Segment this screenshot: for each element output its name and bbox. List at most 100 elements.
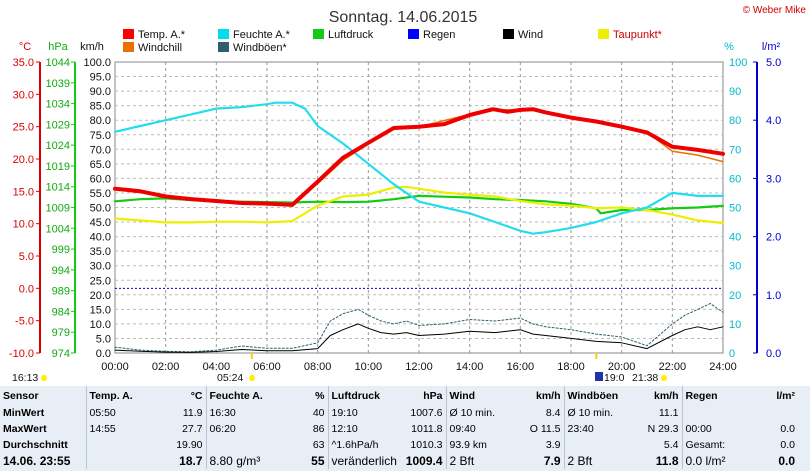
humidity-tick-label: 50 [729, 203, 741, 215]
stats-cell: 55 [311, 454, 325, 468]
wind-tick-label: 10.0 [90, 319, 111, 331]
stats-cell [744, 405, 798, 421]
stats-row: 14.06. 23:55 18.7 8.80 g/m³ 55 veränderlich 1… [0, 453, 798, 469]
sunset-label: 19:0 [604, 372, 625, 384]
series-line-feuchte-a [113, 101, 725, 235]
header-temp: Temp. A. [85, 386, 146, 405]
header-rain-unit: l/m² [776, 389, 795, 402]
time-tick-label: 08:00 [304, 361, 332, 373]
stats-cell: 09:40 [445, 421, 512, 437]
temp-tick-label: 5.0 [19, 251, 34, 263]
legend-label: Wind [518, 29, 543, 41]
pressure-tick-label: 1014 [46, 182, 70, 194]
stats-cell: 14:55 [85, 421, 146, 437]
legend-label: Windböen* [233, 42, 288, 54]
stats-header-row: Sensor Temp. A. °C Feuchte A. % Luftdruc… [0, 386, 798, 405]
temp-tick-label: 25.0 [13, 122, 34, 134]
time-tick-label: 24:00 [709, 361, 737, 373]
wind-tick-label: 20.0 [90, 290, 111, 302]
time-tick-label: 10:00 [355, 361, 383, 373]
stats-cell: Ø 10 min. [445, 405, 512, 421]
wind-tick-label: 95.0 [90, 72, 111, 84]
humidity-tick-label: 0 [729, 348, 735, 360]
stats-cell [85, 453, 146, 469]
pressure-tick-label: 984 [52, 306, 70, 318]
stats-row-label: Durchschnitt [3, 439, 68, 451]
rain-tick-label: 1.0 [766, 290, 781, 302]
stats-table: Sensor Temp. A. °C Feuchte A. % Luftdruc… [0, 386, 810, 471]
stats-cell: 1009.4 [405, 454, 443, 468]
stats-cell: O 11.5 [529, 423, 561, 435]
legend-label: Windchill [138, 42, 182, 54]
pressure-tick-label: 999 [52, 244, 70, 256]
legend-swatch [123, 42, 134, 52]
stats-cell: 63 [312, 439, 325, 451]
series-line-windb-en [114, 303, 724, 353]
legend-label: Feuchte A.* [233, 29, 291, 41]
stats-cell: 7.9 [543, 454, 561, 468]
stats-cell: 86 [312, 423, 325, 435]
pressure-tick-label: 994 [52, 265, 70, 277]
stats-cell: 00:00 [681, 421, 744, 437]
stats-cell: 11.1 [658, 407, 679, 419]
pressure-tick-label: 974 [52, 348, 70, 360]
chart-legend: Temp. A.*Windchill Feuchte A.*Windböen* Lu… [123, 29, 663, 54]
stats-cell: Ø 10 min. [563, 405, 630, 421]
series-line-temp-a [113, 107, 725, 207]
stats-cell: 1007.6 [410, 407, 443, 419]
humidity-axis-unit: % [724, 41, 734, 53]
wind-tick-label: 30.0 [90, 261, 111, 273]
legend-swatch [218, 42, 229, 52]
rain-tick-label: 0.0 [766, 348, 781, 360]
temp-tick-label: 30.0 [13, 89, 34, 101]
stats-cell: veränderlich [327, 453, 398, 469]
series-line-wind [114, 323, 724, 353]
stats-cell: 06:20 [205, 421, 274, 437]
time-tick-label: 12:00 [405, 361, 433, 373]
wind-tick-label: 5.0 [96, 333, 111, 345]
stats-cell: 11.9 [182, 407, 203, 419]
header-gust-unit: km/h [653, 389, 679, 402]
stats-cell: 2 Bft [445, 453, 512, 469]
stats-cell: 0.0 [780, 423, 795, 435]
time-tick-label: 18:00 [557, 361, 585, 373]
chart-series [113, 101, 725, 353]
time-tick-label: 02:00 [152, 361, 180, 373]
stats-row-label: 14.06. 23:55 [3, 454, 71, 468]
pressure-axis-unit: hPa [48, 41, 68, 53]
header-sensor: Sensor [3, 389, 39, 402]
pressure-tick-label: 1039 [46, 78, 70, 90]
wind-axis-unit: km/h [80, 41, 104, 53]
rain-tick-label: 3.0 [766, 173, 781, 185]
rain-axis-unit: l/m² [762, 41, 781, 53]
copyright-label: © Weber Mike [743, 5, 807, 16]
sun-icon [661, 375, 667, 381]
wind-tick-label: 45.0 [90, 217, 111, 229]
pressure-tick-label: 1024 [46, 140, 70, 152]
series-line-taupunkt [113, 185, 725, 225]
header-rain: Regen [681, 386, 744, 405]
stats-cell: 0.0 [778, 454, 795, 468]
legend-label: Regen [423, 29, 455, 41]
weather-chart: Sonntag. 14.06.2015 © Weber Mike Temp. A… [9, 5, 807, 384]
stats-cell: 23:40 [563, 421, 630, 437]
sunrise-label: 05:24 [217, 372, 243, 384]
humidity-tick-label: 90 [729, 86, 741, 98]
header-gust: Windböen [563, 386, 630, 405]
stats-row-label: MaxWert [3, 423, 47, 435]
wind-tick-label: 70.0 [90, 144, 111, 156]
temp-tick-label: 20.0 [13, 154, 34, 166]
legend-swatch [408, 29, 419, 39]
time-tick-label: 14:00 [456, 361, 484, 373]
wind-tick-label: 75.0 [90, 130, 111, 142]
rain-tick-label: 4.0 [766, 115, 781, 127]
stats-row: MaxWert 14:55 27.7 06:20 86 12:10 1011.8 09:40 O… [0, 421, 798, 437]
sunrise-prev-label: 16:13 [12, 372, 38, 384]
legend-swatch [123, 29, 134, 39]
stats-row: MinWert 05:50 11.9 16:30 40 19:10 1007.6 Ø 10 m… [0, 405, 798, 421]
moonrise-label: 21:38 [632, 372, 658, 384]
stats-cell [563, 437, 630, 453]
stats-cell [205, 437, 274, 453]
time-tick-label: 00:00 [101, 361, 129, 373]
pressure-tick-label: 1004 [46, 223, 70, 235]
